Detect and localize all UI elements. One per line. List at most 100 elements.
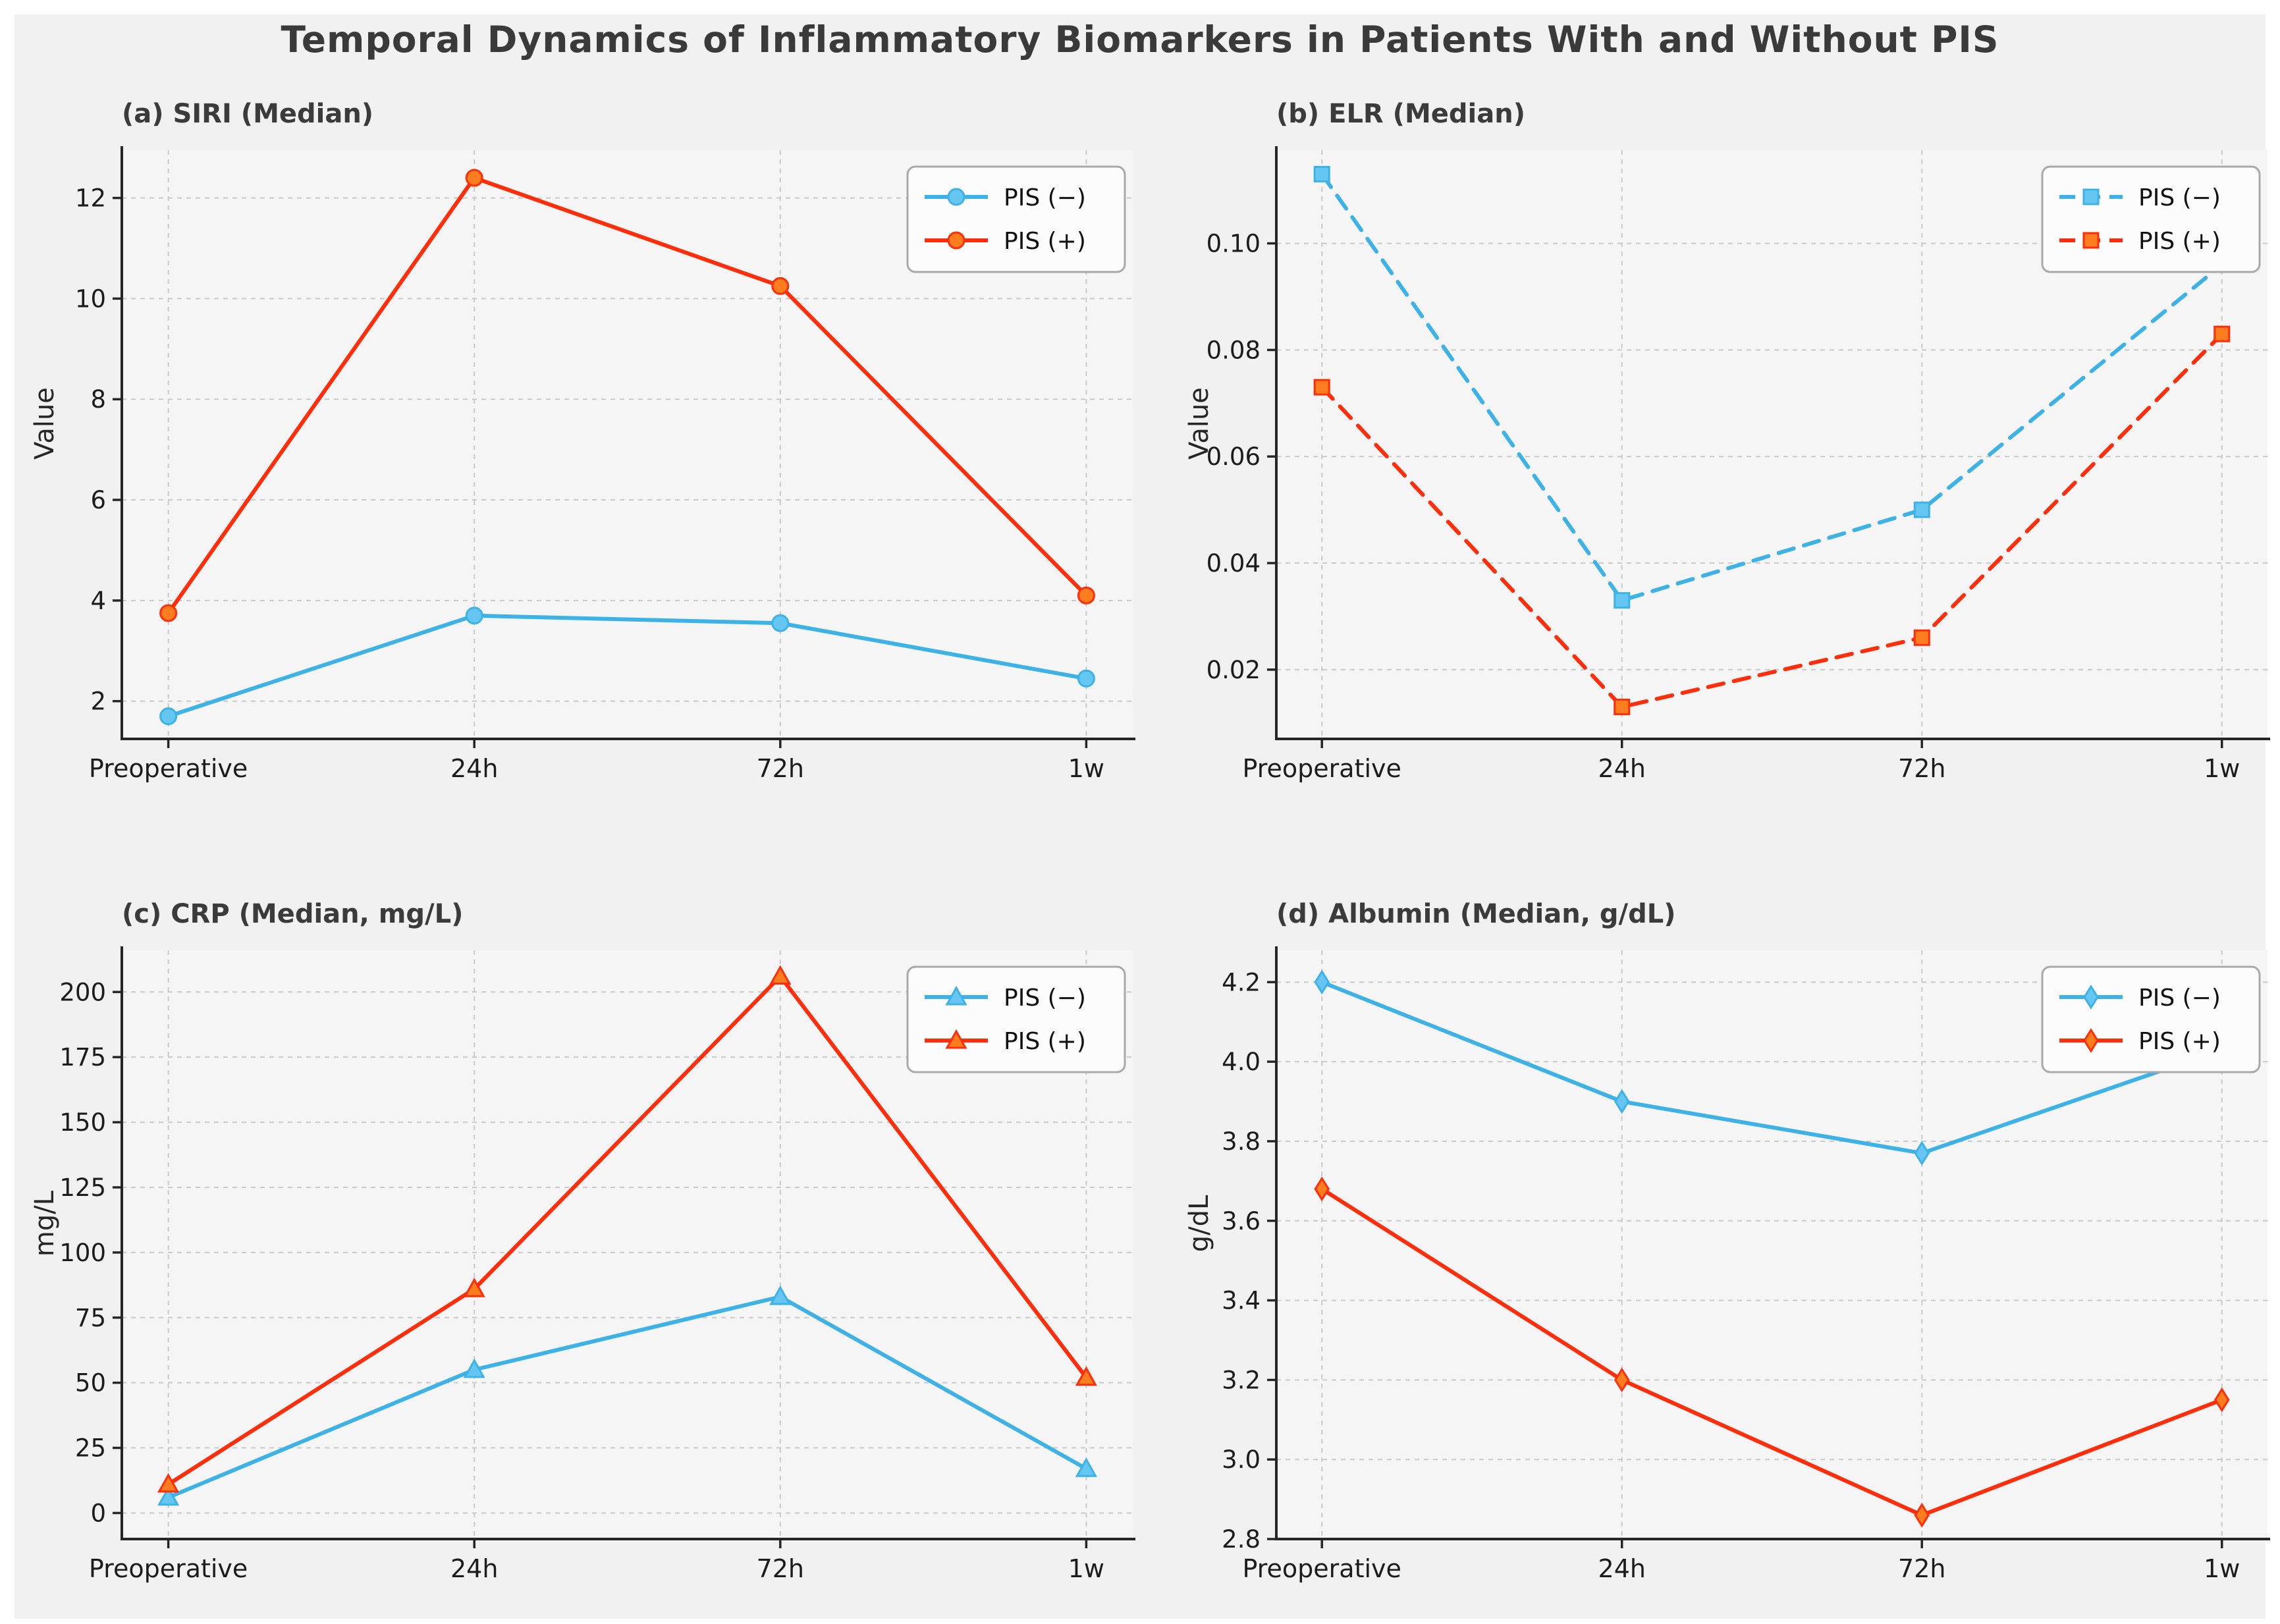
legend-label: PIS (−) <box>2138 985 2221 1012</box>
data-point-marker <box>1314 1176 1330 1202</box>
data-point-marker <box>2214 1387 2230 1413</box>
y-tick-label: 4.2 <box>1222 968 1261 996</box>
x-tick-label: 1w <box>1068 754 1104 783</box>
axis-spines <box>1275 946 2270 1540</box>
data-point-marker <box>1314 969 1330 995</box>
data-point-marker <box>465 169 483 187</box>
data-point-marker <box>1614 1367 1630 1393</box>
y-tick-label: 2 <box>90 688 106 716</box>
panel-title-elr: (b) ELR (Median) <box>1276 99 1525 129</box>
chart-svg-albumin: 2.8 3.0 3.2 3.4 3.6 3.8 4.0 4.2 Preoperative 24h 7… <box>1222 946 2270 1583</box>
series-line <box>1320 980 2224 1156</box>
y-tick-label: 50 <box>75 1369 106 1397</box>
data-point-marker <box>1075 1457 1097 1477</box>
data-point-marker <box>1075 1366 1097 1386</box>
panel-albumin: (d) Albumin (Median, g/dL) g/dL 2.8 3.0 3.… <box>1181 899 2280 1624</box>
y-tick-label: 0.08 <box>1207 336 1261 364</box>
data-point-marker <box>1313 165 1330 182</box>
y-tick-label: 0.02 <box>1207 656 1261 684</box>
y-tick-label: 4.0 <box>1222 1048 1261 1076</box>
y-tick-label: 0.04 <box>1207 549 1261 578</box>
y-tick-label: 0 <box>90 1499 106 1527</box>
x-tick-label: 1w <box>2204 1554 2240 1583</box>
chart-svg-elr: 0.02 0.04 0.06 0.08 0.10 Preoperative 24h 72h 1w… <box>1207 146 2270 783</box>
x-tick-label: Preoperative <box>89 754 248 783</box>
x-tick-label: 24h <box>1598 1554 1646 1583</box>
data-point-marker <box>1614 1089 1630 1114</box>
panel-siri: (a) SIRI (Median) Value 2 4 6 8 10 12 Preopera… <box>26 99 1146 899</box>
y-tick-label: 2.8 <box>1222 1525 1261 1554</box>
data-point-marker <box>945 1029 967 1049</box>
data-point-marker <box>159 604 178 622</box>
legend-label: PIS (+) <box>1004 1028 1086 1055</box>
figure-title: Temporal Dynamics of Inflammatory Biomar… <box>281 18 1999 61</box>
x-tick-label: 24h <box>1598 754 1646 783</box>
y-tick-label: 6 <box>90 486 106 514</box>
legend-box <box>2041 965 2261 1073</box>
panel-title-siri: (a) SIRI (Median) <box>122 99 374 129</box>
tick-labels: 0 25 50 75 100 125 150 175 200 Preoperative 24h 72h… <box>59 978 1104 1583</box>
panel-title-albumin: (d) Albumin (Median, g/dL) <box>1276 899 1676 929</box>
data-point-marker <box>465 607 483 625</box>
legend-label: PIS (+) <box>2138 1028 2221 1055</box>
series-pis-neg <box>157 1286 1097 1506</box>
y-tick-label: 4 <box>90 587 106 615</box>
legend-box <box>2041 165 2261 273</box>
x-tick-label: Preoperative <box>1243 754 1401 783</box>
data-point-marker <box>2213 325 2231 342</box>
x-tick-label: 24h <box>450 754 498 783</box>
y-tick-label: 75 <box>75 1304 106 1332</box>
axis-ticks <box>113 196 1088 748</box>
axis-ticks <box>1267 981 2223 1548</box>
y-tick-label: 150 <box>59 1108 106 1137</box>
panel-crp: (c) CRP (Median, mg/L) mg/L 0 25 50 75 100 12… <box>26 899 1146 1624</box>
x-tick-label: 72h <box>757 1554 804 1583</box>
tick-labels: 2 4 6 8 10 12 Preoperative 24h 72h 1w <box>75 184 1104 783</box>
x-tick-label: Preoperative <box>1243 1554 1401 1583</box>
series-line <box>166 176 1089 615</box>
y-tick-label: 200 <box>59 978 106 1006</box>
data-point-marker <box>769 1286 792 1305</box>
series-line <box>166 1295 1089 1500</box>
data-point-marker <box>463 1358 485 1378</box>
data-point-marker <box>771 614 790 632</box>
series-line <box>1320 1187 2224 1517</box>
data-point-marker <box>1913 501 1930 518</box>
series-pis-pos <box>159 169 1095 622</box>
data-point-marker <box>1614 592 1631 609</box>
legend-label: PIS (−) <box>1004 985 1086 1012</box>
series-pis-pos <box>1314 1176 2230 1528</box>
axis-ticks <box>113 990 1088 1548</box>
series-pis-pos <box>157 965 1097 1493</box>
x-tick-label: 1w <box>1068 1554 1104 1583</box>
y-tick-label: 100 <box>59 1239 106 1267</box>
data-point-marker <box>1914 1141 1930 1166</box>
x-tick-label: Preoperative <box>89 1554 248 1583</box>
data-point-marker <box>2083 1028 2099 1053</box>
panel-title-crp: (c) CRP (Median, mg/L) <box>122 899 464 929</box>
panel-elr: (b) ELR (Median) Value 0.02 0.04 0.06 0.08 0… <box>1181 99 2280 899</box>
gridlines <box>1276 950 2267 1540</box>
y-tick-label: 3.6 <box>1222 1207 1261 1235</box>
axis-spines <box>121 946 1135 1540</box>
y-tick-label: 25 <box>75 1434 106 1463</box>
legend-label: PIS (+) <box>2138 228 2221 255</box>
y-tick-label: 175 <box>59 1043 106 1071</box>
legend: PIS (−) PIS (+) <box>906 965 1126 1073</box>
data-point-marker <box>1077 586 1095 605</box>
data-point-marker <box>945 985 967 1006</box>
data-point-marker <box>1313 379 1330 396</box>
legend-box <box>906 965 1126 1073</box>
series-line <box>166 613 1089 718</box>
y-tick-label: 3.4 <box>1222 1287 1261 1315</box>
y-tick-label: 10 <box>75 284 106 313</box>
data-point-marker <box>2082 188 2100 205</box>
series-line <box>166 974 1089 1486</box>
chart-svg-crp: 0 25 50 75 100 125 150 175 200 Preoperative 24h 72h… <box>59 946 1135 1583</box>
legend: PIS (−) PIS (+) <box>2041 965 2261 1073</box>
data-point-marker <box>1077 669 1095 688</box>
data-point-marker <box>947 188 965 206</box>
legend-label: PIS (−) <box>1004 184 1086 211</box>
series-line <box>1320 332 2224 709</box>
